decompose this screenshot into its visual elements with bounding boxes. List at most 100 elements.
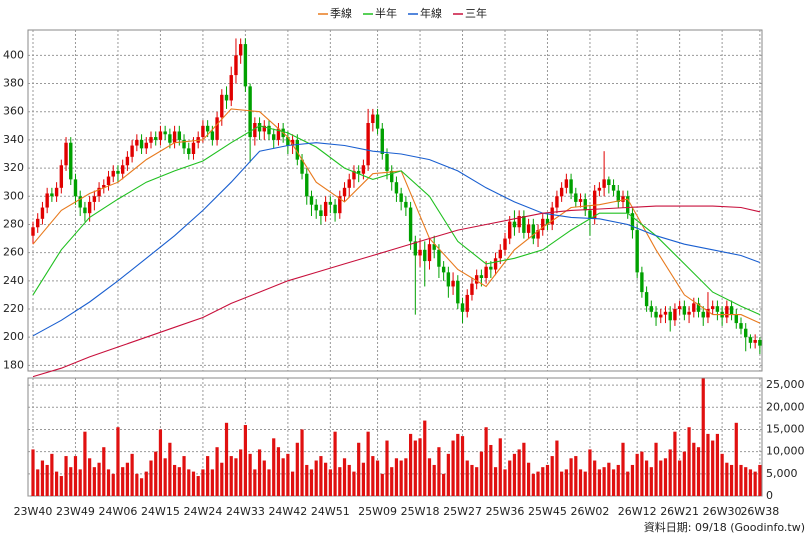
volume-bar [696,447,701,496]
candle-body [73,179,78,197]
candle-body [45,193,49,208]
volume-bar [357,442,361,496]
volume-bar [536,471,540,496]
volume-bar [715,433,719,496]
candle-body [323,201,328,216]
candle-body [550,207,554,225]
volume-bar [659,460,663,496]
candle-body [210,131,215,140]
volume-bar [116,427,120,496]
volume-bar [418,438,422,496]
volume-bar [409,433,413,496]
volume-bar [177,467,181,496]
candle-body [149,137,153,143]
y-tick-label: 400 [3,48,24,61]
volume-bar [456,433,460,496]
candle-body [59,165,64,188]
volume-bar [390,467,394,496]
x-tick-label: 26W12 [618,505,657,518]
candle-body [276,128,281,140]
volume-bar [173,464,177,496]
candle-body [111,170,115,177]
candle-body [432,244,436,250]
candle-body [616,190,620,202]
candle-body [50,193,54,197]
volume-bar [257,449,262,496]
candle-body [441,266,446,273]
candle-body [621,196,625,202]
volume-bar [734,422,738,496]
volume-bar [555,440,559,496]
volume-bar [479,451,483,496]
volume-bar [319,456,323,496]
volume-bar [385,440,389,496]
candle-body [578,199,583,202]
candle-body [474,275,479,284]
candle-body [205,125,210,132]
y-tick-label: 300 [3,189,24,202]
candle-body [744,328,748,338]
volume-bar [149,460,153,496]
volume-bar [36,469,40,496]
candle-body [437,249,441,267]
volume-bar [607,462,611,496]
volume-bar [527,462,531,496]
volume-bar [121,467,125,496]
candle-body [215,117,219,140]
candle-body [243,44,248,87]
volume-bar [286,453,290,496]
volume-bar [484,427,488,496]
candle-body [427,244,432,262]
x-tick-label: 24W15 [141,505,180,518]
candle-body [191,142,196,154]
volume-bar [130,453,134,496]
volume-bar [69,467,73,496]
y2-tick-label: 10,000 [766,445,805,458]
candle-body [522,216,526,233]
volume-bar [168,442,172,496]
volume-bar [394,458,399,496]
x-tick-label: 25W36 [486,505,525,518]
candle-body [385,154,389,171]
candle-body [531,224,536,239]
candle-body [342,187,347,197]
candle-body [328,201,333,205]
candle-body [64,142,68,166]
volume-bar [621,442,625,496]
volume-bar [758,464,762,496]
volume-bar [324,462,328,496]
volume-bar [597,469,601,496]
y2-tick-label: 5,000 [766,467,798,480]
volume-bar [31,449,35,496]
volume-bar [191,471,196,496]
volume-bar [739,464,743,496]
volume-bar [182,456,186,496]
candle-body [31,227,35,236]
volume-bar [125,462,129,496]
volume-bar [432,464,436,496]
candle-body [87,201,92,214]
volume-bar [413,440,417,496]
candle-body [725,306,729,318]
candle-body [187,148,191,154]
candle-body [168,134,172,143]
x-tick-label: 23W49 [56,505,95,518]
volume-bar [678,460,682,496]
candle-body [224,94,229,101]
volume-bar [234,458,238,496]
volume-bar [163,458,167,496]
y2-tick-label: 0 [766,489,773,502]
y-tick-label: 380 [3,77,24,90]
volume-bar [522,442,526,496]
candle-body [508,221,512,239]
volume-bar [635,453,639,496]
x-tick-label: 24W06 [99,505,138,518]
candle-body [460,303,465,312]
volume-bar [593,460,597,496]
volume-bar [706,433,710,496]
candle-body [290,139,295,146]
legend-label: 半年 [375,6,397,20]
y2-tick-label: 15,000 [766,422,805,435]
volume-bar [187,469,191,496]
